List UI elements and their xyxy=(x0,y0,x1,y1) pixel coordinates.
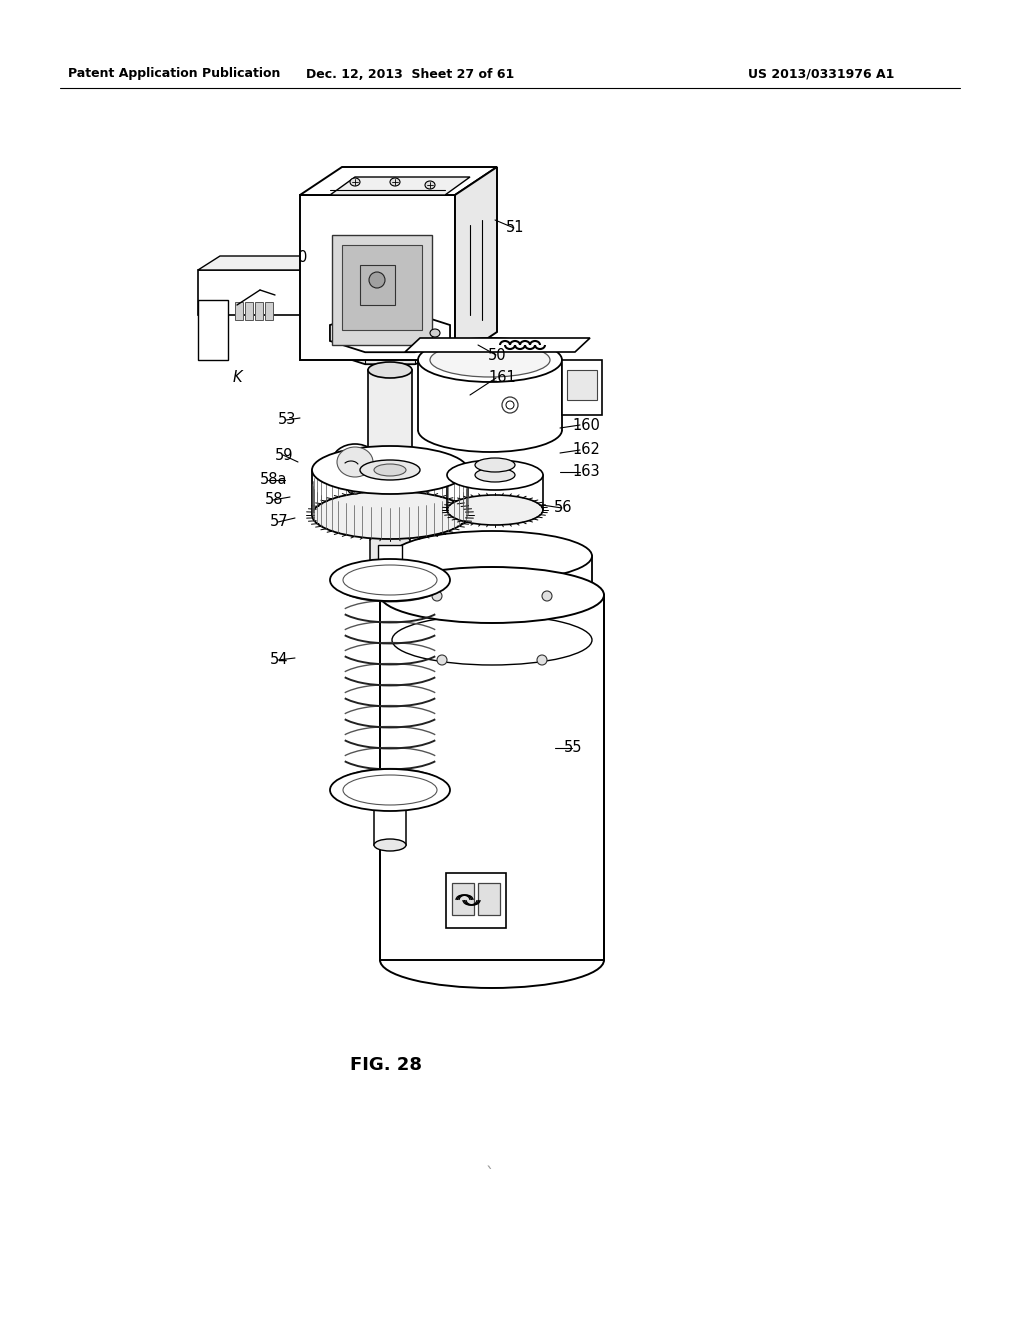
Bar xyxy=(332,235,432,345)
Ellipse shape xyxy=(418,338,562,381)
Text: 59: 59 xyxy=(275,447,294,462)
Ellipse shape xyxy=(502,397,518,413)
Bar xyxy=(374,789,406,845)
Text: 0: 0 xyxy=(298,251,307,265)
Polygon shape xyxy=(330,177,470,195)
Text: US 2013/0331976 A1: US 2013/0331976 A1 xyxy=(748,67,894,81)
Bar xyxy=(265,302,273,319)
Bar xyxy=(245,302,253,319)
Bar xyxy=(478,883,500,915)
Text: Dec. 12, 2013  Sheet 27 of 61: Dec. 12, 2013 Sheet 27 of 61 xyxy=(306,67,514,81)
Text: 53: 53 xyxy=(278,412,296,428)
Text: 54: 54 xyxy=(270,652,289,668)
Bar xyxy=(198,271,306,315)
Ellipse shape xyxy=(447,495,543,525)
Bar xyxy=(368,370,412,500)
Ellipse shape xyxy=(542,591,552,601)
Text: 56: 56 xyxy=(554,500,572,516)
Ellipse shape xyxy=(312,491,468,539)
Text: 58a: 58a xyxy=(260,473,288,487)
Text: Patent Application Publication: Patent Application Publication xyxy=(68,67,281,81)
Bar xyxy=(234,302,243,319)
Bar xyxy=(446,873,506,928)
Ellipse shape xyxy=(368,362,412,378)
Polygon shape xyxy=(330,326,451,364)
Ellipse shape xyxy=(330,770,450,810)
Ellipse shape xyxy=(360,459,420,480)
Text: 51: 51 xyxy=(506,220,524,235)
Bar xyxy=(567,370,597,400)
Ellipse shape xyxy=(432,591,442,601)
Text: 162: 162 xyxy=(572,442,600,458)
Text: 50: 50 xyxy=(488,347,507,363)
Text: FIG. 28: FIG. 28 xyxy=(350,1056,422,1074)
Ellipse shape xyxy=(390,178,400,186)
Ellipse shape xyxy=(368,492,412,508)
Bar xyxy=(348,469,362,490)
Bar xyxy=(452,883,474,915)
Polygon shape xyxy=(330,314,451,352)
Ellipse shape xyxy=(369,272,385,288)
Ellipse shape xyxy=(475,458,515,473)
Text: 58: 58 xyxy=(265,492,284,507)
Polygon shape xyxy=(455,168,497,360)
Bar xyxy=(342,246,422,330)
Text: K: K xyxy=(233,371,243,385)
Ellipse shape xyxy=(370,578,410,591)
Ellipse shape xyxy=(475,469,515,482)
Ellipse shape xyxy=(537,655,547,665)
Bar xyxy=(378,545,402,576)
Bar xyxy=(255,302,263,319)
Polygon shape xyxy=(198,256,328,271)
Ellipse shape xyxy=(312,446,468,494)
Ellipse shape xyxy=(430,343,550,378)
Bar xyxy=(300,195,455,360)
Ellipse shape xyxy=(332,444,378,480)
Ellipse shape xyxy=(374,465,406,477)
Bar xyxy=(380,595,604,960)
Text: 160: 160 xyxy=(572,417,600,433)
Bar xyxy=(392,556,592,640)
Ellipse shape xyxy=(437,655,447,665)
Text: 55: 55 xyxy=(564,741,583,755)
Ellipse shape xyxy=(447,459,543,490)
Ellipse shape xyxy=(374,840,406,851)
Text: 57: 57 xyxy=(270,515,289,529)
Text: ˋ: ˋ xyxy=(485,1166,495,1184)
Ellipse shape xyxy=(350,178,360,186)
Polygon shape xyxy=(406,338,590,352)
Bar xyxy=(370,515,410,585)
Ellipse shape xyxy=(380,568,604,623)
Bar xyxy=(360,265,395,305)
Ellipse shape xyxy=(430,329,440,337)
Ellipse shape xyxy=(337,447,373,477)
Ellipse shape xyxy=(425,181,435,189)
Ellipse shape xyxy=(392,615,592,665)
Ellipse shape xyxy=(348,486,362,494)
Ellipse shape xyxy=(343,565,437,595)
Bar xyxy=(198,300,228,360)
Text: 163: 163 xyxy=(572,465,600,479)
Polygon shape xyxy=(300,168,497,195)
Ellipse shape xyxy=(343,775,437,805)
Bar xyxy=(562,360,602,414)
Ellipse shape xyxy=(330,558,450,601)
Ellipse shape xyxy=(392,531,592,581)
Text: 161: 161 xyxy=(488,371,516,385)
